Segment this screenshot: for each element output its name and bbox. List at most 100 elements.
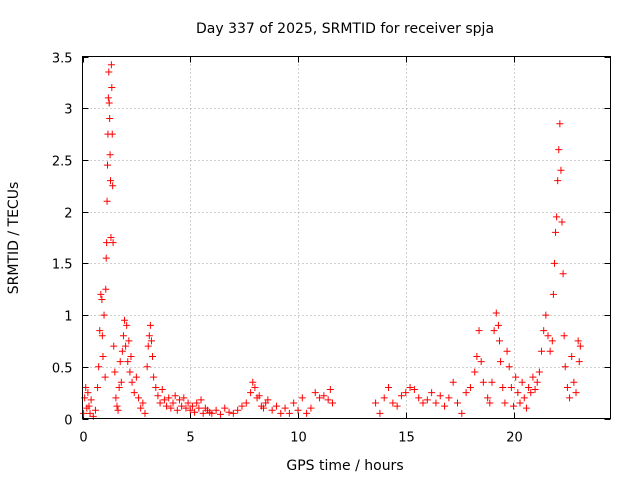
data-point — [560, 332, 568, 340]
data-point — [137, 404, 145, 412]
data-point — [123, 321, 131, 329]
data-point — [91, 406, 99, 414]
data-point — [268, 406, 276, 414]
data-point — [112, 394, 120, 402]
data-point — [494, 321, 502, 329]
data-points — [80, 61, 584, 420]
data-point — [402, 389, 410, 397]
data-point — [566, 394, 574, 402]
data-point — [311, 389, 319, 397]
data-point — [147, 337, 155, 345]
data-point — [251, 383, 259, 391]
data-point — [98, 296, 106, 304]
y-tick-label: 1.5 — [52, 258, 73, 273]
data-point — [316, 394, 324, 402]
data-point — [102, 285, 110, 293]
data-point — [109, 239, 117, 247]
data-point — [242, 399, 250, 407]
data-point — [486, 399, 494, 407]
tick-layer — [82, 56, 611, 420]
data-point — [529, 373, 537, 381]
data-point — [326, 386, 334, 394]
data-point — [184, 399, 192, 407]
data-point — [544, 332, 552, 340]
data-point — [160, 396, 168, 404]
data-point — [471, 368, 479, 376]
data-point — [135, 394, 143, 402]
data-point — [80, 409, 88, 417]
data-point — [570, 378, 578, 386]
data-point — [572, 389, 580, 397]
data-point — [85, 402, 93, 410]
data-point — [188, 402, 196, 410]
data-point — [238, 402, 246, 410]
data-point — [419, 399, 427, 407]
data-point — [98, 332, 106, 340]
data-point — [169, 399, 177, 407]
data-point — [99, 352, 107, 360]
data-point — [505, 363, 513, 371]
data-point — [126, 368, 134, 376]
data-point — [191, 408, 199, 416]
data-point — [105, 99, 113, 107]
data-point — [199, 409, 207, 417]
data-point — [535, 368, 543, 376]
data-point — [449, 378, 457, 386]
data-point — [106, 151, 114, 159]
data-point — [575, 358, 583, 366]
data-point — [96, 327, 104, 335]
data-point — [558, 218, 566, 226]
y-tick-label: 3.5 — [52, 52, 73, 67]
data-point — [180, 394, 188, 402]
data-point — [546, 347, 554, 355]
data-point — [87, 396, 95, 404]
data-point — [105, 68, 113, 76]
data-point — [104, 94, 112, 102]
y-tick-label: 0.5 — [52, 362, 73, 377]
data-point — [324, 396, 332, 404]
data-point — [195, 404, 203, 412]
data-point — [182, 404, 190, 412]
data-point — [260, 404, 268, 412]
data-point — [548, 337, 556, 345]
data-point — [415, 394, 423, 402]
data-point — [479, 378, 487, 386]
data-point — [428, 389, 436, 397]
data-point — [549, 290, 557, 298]
x-tick-label: 20 — [506, 431, 523, 446]
data-point — [441, 402, 449, 410]
data-point — [554, 177, 562, 185]
data-point — [144, 342, 152, 350]
data-point — [152, 383, 160, 391]
data-point — [102, 254, 110, 262]
data-point — [518, 378, 526, 386]
data-point — [576, 342, 584, 350]
x-tick-label: 0 — [79, 431, 87, 446]
data-point — [132, 373, 140, 381]
x-axis-label: GPS time / hours — [286, 458, 403, 474]
data-point — [108, 84, 116, 92]
data-point — [234, 406, 242, 414]
y-tick-label: 3 — [64, 103, 72, 118]
chart-title: Day 337 of 2025, SRMTID for receiver spj… — [196, 21, 494, 37]
data-point — [490, 327, 498, 335]
data-point — [436, 392, 444, 400]
data-point — [141, 409, 149, 417]
x-tick-label: 10 — [290, 431, 307, 446]
plot-frame — [82, 56, 611, 419]
x-tick-label: 5 — [186, 431, 194, 446]
data-point — [298, 394, 306, 402]
data-point — [503, 347, 511, 355]
data-point — [178, 402, 186, 410]
data-point — [103, 239, 111, 247]
data-point — [193, 399, 201, 407]
y-tick-label: 2 — [64, 207, 72, 222]
data-point — [139, 399, 147, 407]
data-point — [86, 409, 94, 417]
data-point — [552, 228, 560, 236]
data-point — [249, 378, 257, 386]
data-point — [225, 408, 233, 416]
data-point — [100, 311, 108, 319]
data-point — [150, 373, 158, 381]
data-point — [473, 352, 481, 360]
